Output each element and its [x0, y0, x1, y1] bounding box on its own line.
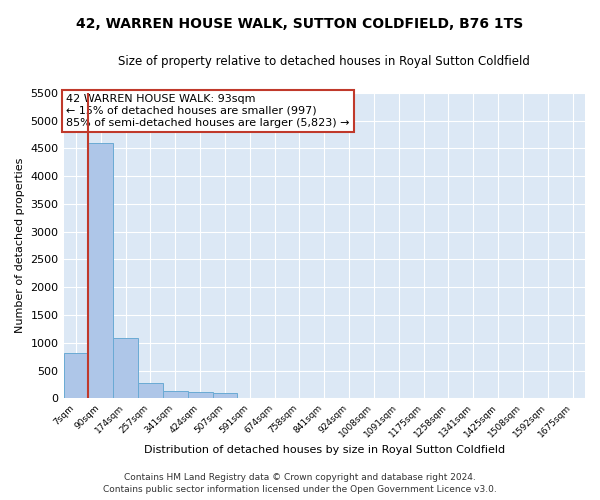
Bar — [88, 143, 113, 399]
Bar — [212, 393, 238, 398]
Bar — [113, 338, 138, 398]
Bar — [163, 391, 188, 398]
Text: 42 WARREN HOUSE WALK: 93sqm
← 15% of detached houses are smaller (997)
85% of se: 42 WARREN HOUSE WALK: 93sqm ← 15% of det… — [66, 94, 350, 128]
Bar — [188, 392, 212, 398]
Bar — [64, 353, 88, 399]
Title: Size of property relative to detached houses in Royal Sutton Coldfield: Size of property relative to detached ho… — [118, 55, 530, 68]
Text: 42, WARREN HOUSE WALK, SUTTON COLDFIELD, B76 1TS: 42, WARREN HOUSE WALK, SUTTON COLDFIELD,… — [76, 18, 524, 32]
Bar — [138, 384, 163, 398]
Text: Contains public sector information licensed under the Open Government Licence v3: Contains public sector information licen… — [103, 486, 497, 494]
Y-axis label: Number of detached properties: Number of detached properties — [15, 158, 25, 334]
Text: Contains HM Land Registry data © Crown copyright and database right 2024.: Contains HM Land Registry data © Crown c… — [124, 473, 476, 482]
X-axis label: Distribution of detached houses by size in Royal Sutton Coldfield: Distribution of detached houses by size … — [144, 445, 505, 455]
